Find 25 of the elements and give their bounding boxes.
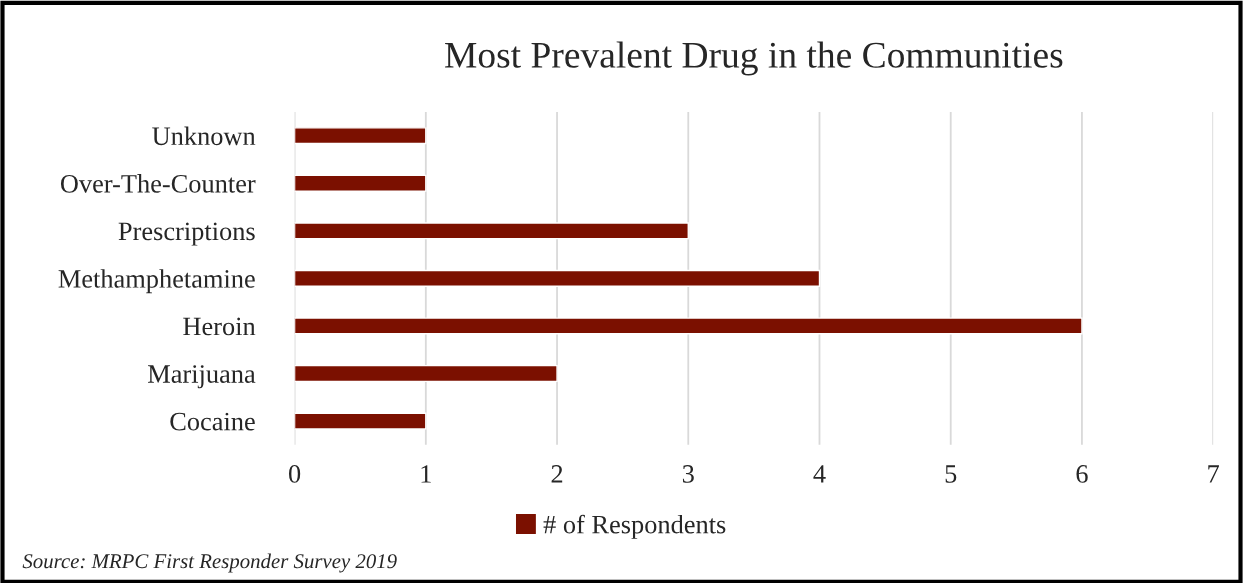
y-tick-label: Unknown (152, 126, 256, 146)
x-tick-label: 4 (813, 465, 826, 483)
x-tick-label: 6 (1076, 465, 1088, 483)
bar (294, 364, 558, 383)
x-tick-label: 1 (421, 465, 431, 483)
y-tick-label: Marijuana (148, 365, 256, 389)
x-tick-label: 3 (682, 465, 694, 483)
bar (294, 127, 427, 145)
legend-label: # of Respondents (543, 514, 726, 539)
bar (294, 317, 1083, 335)
bar (294, 174, 427, 192)
y-tick-label: Prescriptions (118, 222, 255, 246)
chart-title: Most Prevalent Drug in the Communities (445, 41, 1063, 76)
y-tick-label: Cocaine (170, 412, 255, 431)
x-tick-label: 0 (289, 465, 301, 483)
y-tick-label: Methamphetamine (58, 269, 255, 294)
y-tick-label: Over-The-Counter (60, 174, 256, 193)
x-tick-label: 7 (1208, 465, 1220, 483)
bar (294, 412, 427, 430)
y-tick-label: Heroin (183, 317, 256, 336)
bar (294, 222, 689, 240)
source-note: Source: MRPC First Responder Survey 2019 (22, 553, 397, 573)
x-tick-label: 2 (551, 465, 563, 483)
x-tick-label: 5 (945, 465, 957, 483)
bar (294, 269, 821, 287)
